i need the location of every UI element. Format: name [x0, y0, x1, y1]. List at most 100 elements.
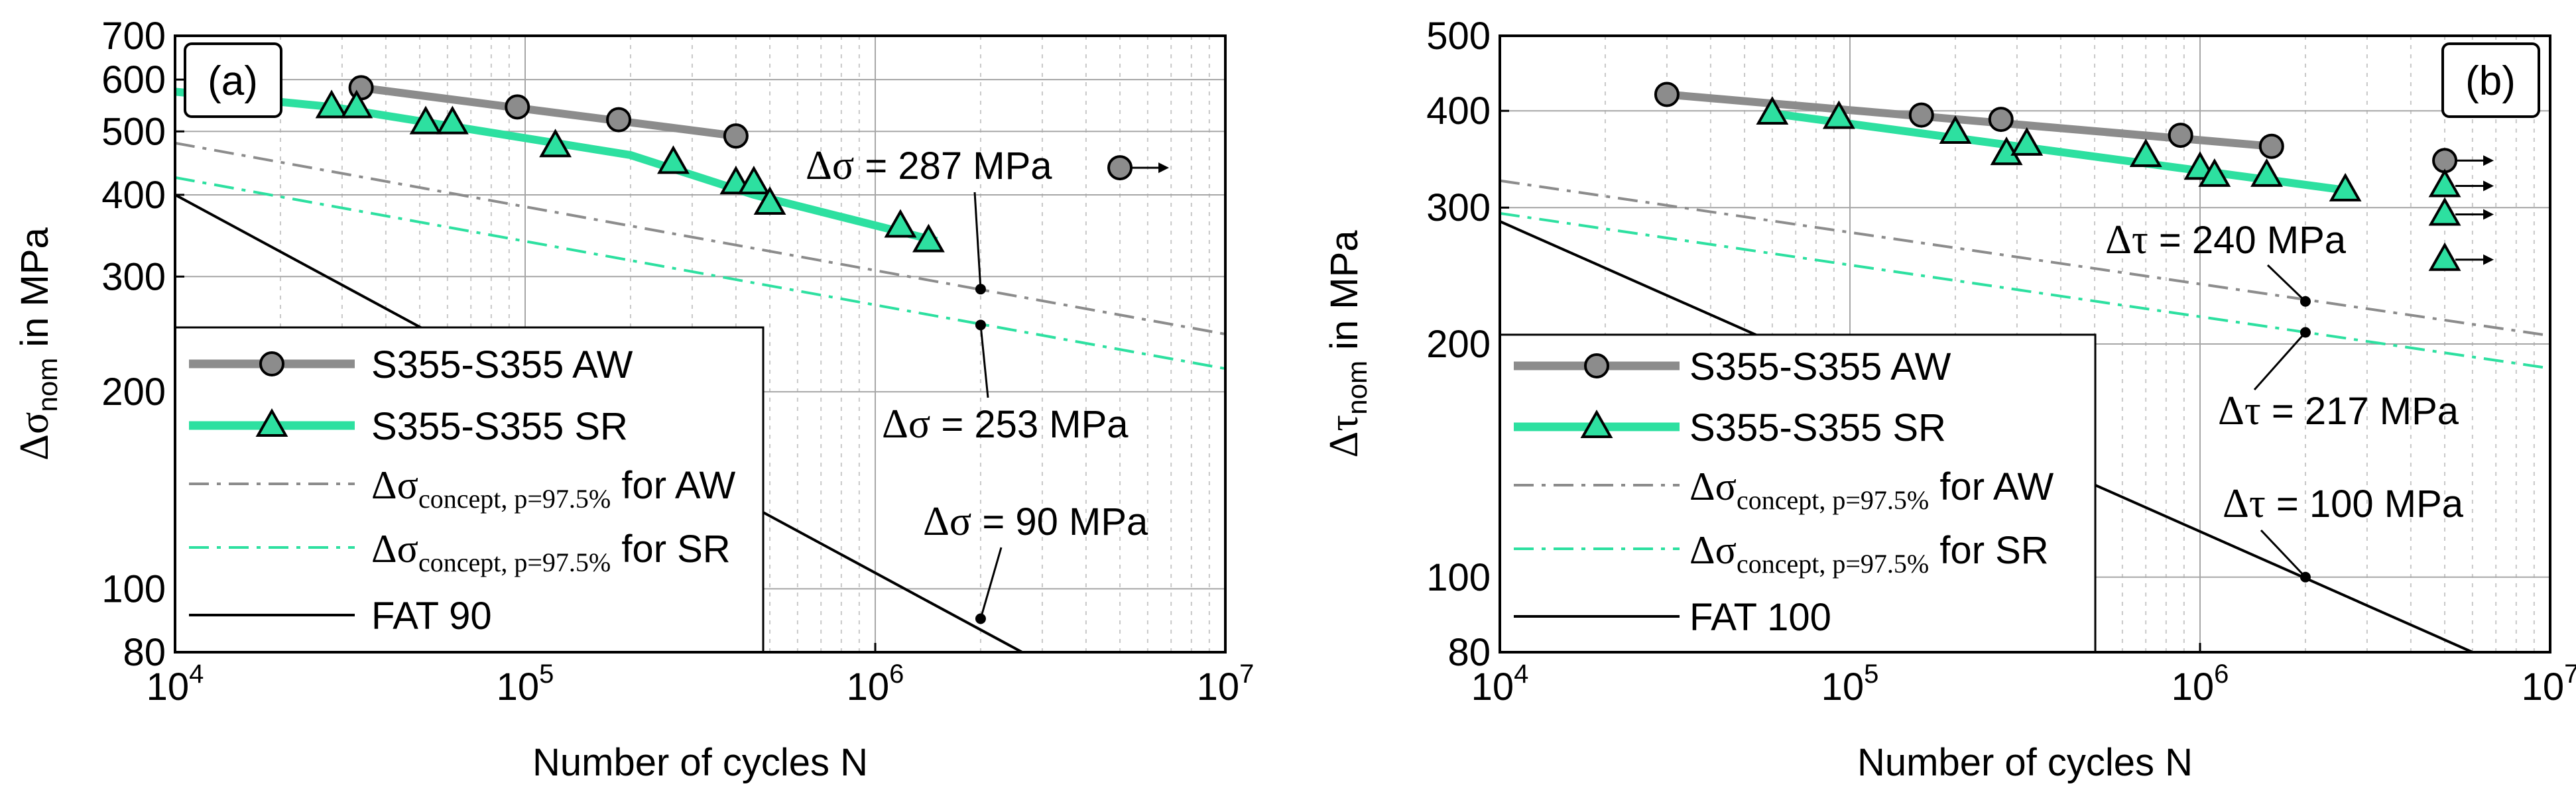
legend-box	[174, 326, 765, 654]
x-tick-label: 104	[147, 659, 204, 709]
annotation-dot	[2300, 296, 2311, 307]
legend-sr-label: S355-S355 SR	[371, 405, 628, 448]
series-sr-point	[657, 145, 690, 174]
annotation-dot	[2300, 571, 2311, 583]
series-sr-runout-point	[2428, 168, 2461, 198]
series-sr-point	[753, 186, 786, 215]
panel-label-box-b	[2441, 42, 2540, 118]
y-tick-label: 400	[1426, 89, 1491, 133]
legend-a: S355-S355 AW S355-S355 SR Δσconcept, p=9…	[174, 326, 765, 654]
y-tick-label: 200	[1426, 323, 1491, 366]
legend-aw-label: S355-S355 AW	[371, 343, 633, 386]
series-sr-point	[315, 89, 348, 119]
runout-arrow-head	[1158, 162, 1170, 174]
panel-b: 80 100 200 300 400 500 104 105 106 107 Δτ = 240 MP…	[1321, 15, 2576, 784]
legend-aw-label: S355-S355 AW	[1689, 345, 1951, 388]
series-aw-point	[1654, 82, 1680, 107]
series-sr-point	[1939, 115, 1972, 144]
legend-concept-aw-label: Δσconcept, p=97.5% for AW	[1689, 465, 2054, 515]
series-caw-line	[1500, 179, 2550, 337]
series-sr-point	[2198, 158, 2231, 187]
legend-concept-sr-label: Δσconcept, p=97.5% for SR	[371, 527, 731, 577]
series-sr-point	[539, 129, 572, 158]
series-aw-point	[505, 94, 530, 120]
y-tick-label: 200	[101, 370, 166, 414]
plot-frame-b	[1499, 34, 2551, 654]
y-tick-label: 300	[101, 255, 166, 298]
annotation-label: Δσ = 287 MPa	[806, 143, 1052, 188]
annotation-dot	[2300, 327, 2311, 338]
annotation-label: Δτ = 217 MPa	[2218, 388, 2459, 433]
x-tick-label: 105	[497, 659, 554, 709]
y-tick-label: 80	[123, 631, 166, 674]
runout-arrow-head	[2483, 155, 2494, 166]
plot-area	[1500, 82, 2550, 652]
series-aw-point	[2168, 123, 2193, 148]
x-axis-title-a: Number of cycles N	[532, 741, 868, 784]
series-aw-point	[1988, 107, 2014, 133]
runout-arrow-head	[2483, 209, 2494, 220]
x-tick-label: 104	[1471, 659, 1529, 709]
plot-area	[175, 75, 1225, 652]
series-sr-point	[2329, 172, 2362, 201]
series-sr-point	[1756, 96, 1789, 125]
y-tick-label: 600	[101, 58, 166, 101]
series-caw-line	[175, 141, 1225, 336]
y-tick-label: 500	[1426, 15, 1491, 58]
y-tick-label: 300	[1426, 186, 1491, 229]
annotation-leader	[2253, 331, 2307, 390]
y-tick-label: 500	[101, 110, 166, 153]
series-sr-point	[340, 89, 373, 119]
annotation-leader	[979, 325, 989, 398]
series-sr-runout-point	[2428, 242, 2461, 271]
series-sr-point	[2250, 158, 2283, 187]
series-aw-point	[723, 123, 749, 149]
legend-b: S355-S355 AW S355-S355 SR Δσconcept, p=9…	[1499, 333, 2097, 654]
annotation-leader	[973, 192, 982, 290]
runout-arrow-head	[2483, 180, 2494, 192]
annotation-label: Δσ = 253 MPa	[882, 402, 1129, 447]
x-axis-title-b: Number of cycles N	[1857, 741, 2193, 784]
y-tick-label: 100	[1426, 556, 1491, 599]
x-tick-label: 107	[1197, 659, 1255, 709]
series-aw-point	[2258, 133, 2284, 159]
annotation-dot	[975, 319, 986, 331]
series-sr-fit	[1772, 109, 2346, 194]
annotation-leader	[2266, 264, 2306, 302]
legend-sr-marker	[255, 408, 288, 437]
legend-fat-label: FAT 100	[1689, 596, 1831, 639]
x-tick-label: 105	[1821, 659, 1879, 709]
x-tick-label: 106	[847, 659, 904, 709]
series-aw-point	[1908, 102, 1934, 128]
panel-label-a: (a)	[208, 58, 258, 104]
y-tick-label: 100	[101, 567, 166, 610]
annotation-label: Δσ = 90 MPa	[923, 499, 1148, 544]
series-aw-point	[606, 107, 632, 133]
series-csr-line	[1500, 211, 2550, 370]
plot-frame-a	[174, 34, 1227, 654]
series-csr-line	[175, 176, 1225, 370]
series-sr-point	[884, 209, 917, 238]
annotation-dot	[975, 613, 986, 624]
legend-concept-aw-label: Δσconcept, p=97.5% for AW	[371, 463, 735, 514]
annotation-leader	[979, 547, 1003, 619]
legend-fat-label: FAT 90	[371, 595, 492, 638]
annotation-label: Δτ = 240 MPa	[2105, 217, 2347, 262]
legend-aw-marker	[1584, 353, 1609, 378]
series-sr-point	[2129, 138, 2162, 168]
series-aw-runout-point	[2432, 148, 2458, 174]
y-tick-label: 400	[101, 174, 166, 217]
annotation-label: Δτ = 100 MPa	[2223, 481, 2464, 526]
runout-arrow-head	[2483, 254, 2494, 265]
series-sr-point	[1822, 100, 1855, 129]
panel-label-b: (b)	[2465, 58, 2516, 104]
annotation-leader	[2260, 529, 2307, 578]
series-sr-point	[2010, 127, 2044, 156]
x-tick-label: 107	[2522, 659, 2576, 709]
panel-label-box-a	[184, 42, 282, 118]
series-sr-point	[737, 166, 770, 195]
annotation-dot	[975, 284, 986, 295]
